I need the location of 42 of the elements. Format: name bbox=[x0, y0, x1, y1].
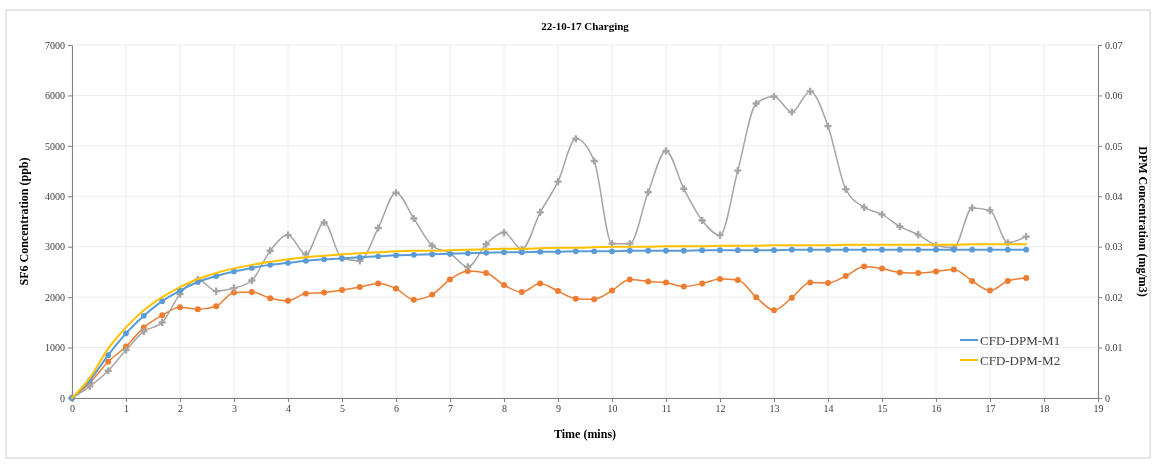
x-tick-label: 3 bbox=[232, 403, 237, 415]
y2-tick-label: 0.03 bbox=[1105, 241, 1123, 253]
legend-label: CFD-DPM-M1 bbox=[980, 333, 1061, 348]
x-tick-label: 14 bbox=[823, 403, 834, 415]
x-tick-label: 12 bbox=[715, 403, 726, 415]
y2-tick-label: 0 bbox=[1105, 392, 1110, 404]
x-tick-label: 6 bbox=[394, 403, 399, 415]
y2-axis-title: DPM Concentration (mg/m3) bbox=[1136, 146, 1150, 297]
y2-tick-label: 0.02 bbox=[1105, 291, 1123, 303]
legend-label: CFD-DPM-M2 bbox=[980, 353, 1061, 368]
x-tick-label: 17 bbox=[985, 403, 996, 415]
x-tick-label: 19 bbox=[1093, 403, 1104, 415]
chart-title: 22-10-17 Charging bbox=[541, 20, 630, 32]
x-tick-label: 5 bbox=[340, 403, 345, 415]
y-tick-label: 5000 bbox=[45, 140, 65, 152]
y-tick-label: 0 bbox=[60, 392, 65, 404]
y-tick-label: 3000 bbox=[45, 241, 65, 253]
x-tick-label: 15 bbox=[877, 403, 888, 415]
x-tick-label: 7 bbox=[448, 403, 453, 415]
x-tick-label: 2 bbox=[178, 403, 183, 415]
y-tick-label: 2000 bbox=[45, 291, 65, 303]
x-tick-label: 18 bbox=[1039, 403, 1050, 415]
y2-tick-label: 0.06 bbox=[1105, 90, 1123, 102]
x-tick-label: 1 bbox=[124, 403, 129, 415]
x-axis-title: Time (mins) bbox=[553, 427, 617, 441]
y2-tick-label: 0.04 bbox=[1105, 190, 1123, 202]
y2-tick-label: 0.07 bbox=[1105, 39, 1123, 51]
x-tick-label: 11 bbox=[661, 403, 672, 415]
x-tick-label: 13 bbox=[769, 403, 780, 415]
x-tick-label: 0 bbox=[70, 403, 75, 415]
y-tick-label: 1000 bbox=[45, 342, 65, 354]
x-tick-label: 10 bbox=[607, 403, 618, 415]
x-tick-label: 4 bbox=[286, 403, 291, 415]
y-tick-label: 6000 bbox=[45, 90, 65, 102]
y-tick-label: 7000 bbox=[45, 39, 65, 51]
x-tick-label: 8 bbox=[502, 403, 507, 415]
y2-tick-label: 0.01 bbox=[1105, 342, 1123, 354]
x-tick-label: 9 bbox=[556, 403, 561, 415]
y-axis-title: SF6 Concentration (ppb) bbox=[17, 157, 31, 286]
y2-tick-label: 0.05 bbox=[1105, 140, 1123, 152]
x-tick-label: 16 bbox=[931, 403, 942, 415]
y-tick-label: 4000 bbox=[45, 190, 65, 202]
